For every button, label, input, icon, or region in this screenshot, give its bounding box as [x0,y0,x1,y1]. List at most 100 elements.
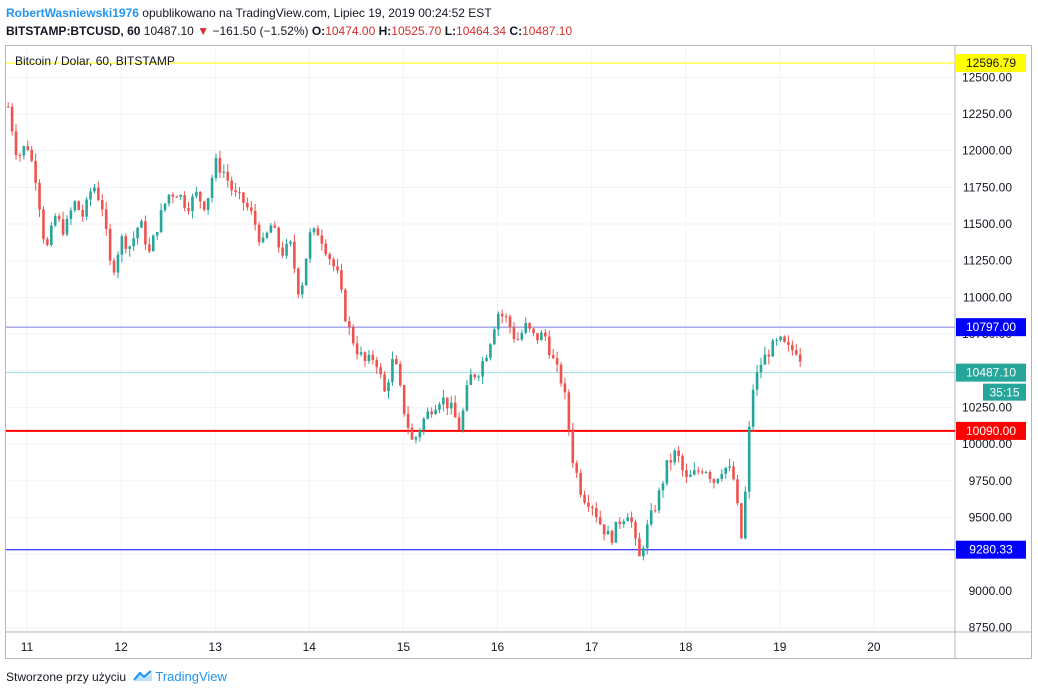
price-tick-label: 11250.00 [963,254,1012,268]
candle-body [6,106,10,108]
candle-body [422,418,426,431]
time-tick-label: 13 [209,640,223,654]
author-link[interactable]: RobertWasniewski1976 [6,6,139,20]
price-tag-purple [956,318,1026,337]
candle-body [693,470,696,475]
candle-body [14,131,18,156]
candle-body [771,340,775,357]
candle-body [10,106,14,132]
price-tick-label: 8750.00 [969,621,1013,635]
open-value: 10474.00 [325,24,376,38]
candle-body [336,266,339,271]
candle-body [512,327,516,340]
candle-body [128,246,132,249]
candle-body [532,328,535,334]
candle-body [575,463,579,473]
candle-body [602,524,606,535]
candle-body [689,474,692,477]
candle-body [516,339,520,341]
candle-body [477,376,480,378]
candle-body [618,521,622,525]
candle-body [489,344,492,358]
price-tick-label: 11000.00 [963,290,1012,304]
time-tick-label: 12 [114,640,128,654]
candle-body [520,332,524,340]
candle-body [630,517,633,523]
candle-body [179,195,182,197]
candle-body [559,364,563,384]
candle-body [234,190,237,193]
price-tag-yellow [956,54,1026,73]
candle-body [22,146,26,156]
change-arrow-icon: ▼ [197,24,210,38]
candle-body [132,238,135,247]
candle-body [791,344,794,351]
candle-body [755,372,759,390]
price-tag-label-blue: 9280.33 [969,543,1013,557]
candle-body [293,241,296,269]
candle-body [457,417,461,431]
candle-body [85,199,88,217]
candle-body [34,160,37,183]
candle-body [57,216,61,220]
candle-body [653,510,657,512]
chart-title: Bitcoin / Dolar, 60, BITSTAMP [15,54,175,68]
countdown-tag [983,383,1026,401]
candle-body [304,258,308,286]
candle-body [195,191,198,197]
candle-body [42,209,45,240]
candle-body [300,285,304,295]
high-value: 10525.70 [391,24,442,38]
candle-body [26,146,30,150]
candle-body [649,510,653,525]
candles [6,102,802,561]
candle-body [732,466,735,480]
candle-body [359,352,363,355]
candle-body [214,157,218,178]
candle-body [97,187,100,201]
candle-body [528,323,531,329]
candle-body [708,471,712,480]
candle-body [775,340,778,342]
candle-body [167,194,171,204]
candle-body [151,235,155,252]
close-value: 10487.10 [522,24,573,38]
symbol-label: BITSTAMP:BTCUSD, 60 [6,24,141,38]
candle-body [783,336,786,342]
candle-body [720,473,724,479]
candle-body [622,521,626,525]
candle-body [175,196,179,198]
candle-body [77,201,81,211]
candle-body [434,409,437,415]
candle-body [226,171,230,181]
candle-body [614,521,618,543]
candle-body [391,358,394,383]
candle-body [536,333,539,341]
price-tag-label-yellow: 12596.79 [966,56,1016,70]
candle-body [555,358,559,365]
candle-body [112,260,116,273]
tradingview-brand-link[interactable]: TradingView [155,669,227,684]
footer: Stworzone przy użyciu TradingView [6,669,227,685]
candle-body [700,471,704,473]
symbol-line: BITSTAMP:BTCUSD, 60 10487.10 ▼ −161.50 (… [6,22,572,40]
price-tick-label: 9000.00 [969,584,1013,598]
candle-body [595,507,598,518]
candle-body [379,367,382,375]
candle-body [504,316,508,318]
candle-body [712,479,716,483]
candle-body [406,413,410,428]
candle-body [418,430,422,438]
candle-body [351,327,355,344]
price-tag-last [956,363,1026,382]
candle-body [414,437,418,440]
candle-body [779,336,782,341]
time-axis[interactable]: 11 12 13 14 15 16 17 18 19 20 [21,640,881,654]
candle-body [442,397,445,405]
candle-body [242,192,245,203]
open-label: O: [311,24,326,38]
grid [6,46,1032,659]
time-tick-label: 11 [21,640,34,654]
candle-body [446,397,449,409]
